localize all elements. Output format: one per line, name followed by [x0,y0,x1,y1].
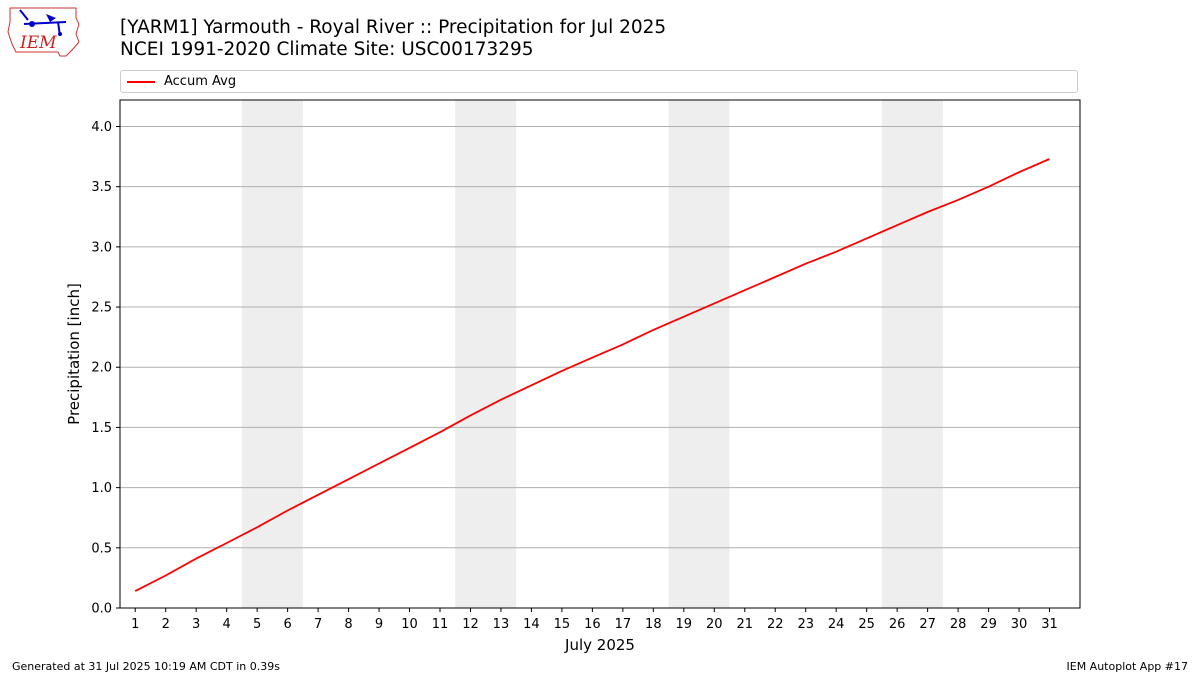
y-tick-label: 3.5 [91,180,112,195]
x-tick-label: 16 [584,617,601,632]
x-tick-label: 30 [1011,617,1028,632]
y-tick-label: 3.0 [91,240,112,255]
x-tick-label: 19 [676,617,693,632]
x-tick-label: 23 [797,617,814,632]
weekend-band-4 [881,100,943,608]
x-tick-label: 26 [889,617,906,632]
x-axis-label: July 2025 [564,636,635,654]
x-tick-label: 8 [344,617,352,632]
x-tick-label: 10 [401,617,418,632]
x-tick-label: 31 [1041,617,1058,632]
chart-subtitle: NCEI 1991-2020 Climate Site: USC00173295 [120,39,534,60]
x-tick-label: 6 [283,617,291,632]
legend: Accum Avg [120,70,1078,93]
x-tick-label: 28 [950,617,967,632]
x-tick-label: 5 [253,617,261,632]
x-tick-label: 11 [432,617,449,632]
y-tick-label: 0.0 [91,602,112,617]
plot-frame [119,99,1081,609]
y-tick-label: 2.0 [91,361,112,376]
logo-text: IEM [19,33,57,53]
x-tick-label: 3 [192,617,200,632]
y-tick-label: 1.5 [91,421,112,436]
x-tick-label: 14 [523,617,540,632]
x-tick-label: 9 [375,617,383,632]
x-tick-label: 15 [554,617,571,632]
series-line-accum-avg [134,158,1050,592]
x-tick-label: 1 [131,617,139,632]
x-tick-label: 25 [858,617,875,632]
legend-swatch-accum-avg [127,81,155,83]
y-tick-label: 2.5 [91,301,112,316]
x-tick-label: 27 [919,617,936,632]
weekend-band-1 [241,100,303,608]
footer-generated-text: Generated at 31 Jul 2025 10:19 AM CDT in… [12,660,280,673]
x-tick-label: 13 [493,617,510,632]
weekend-band-3 [668,100,730,608]
chart-title: [YARM1] Yarmouth - Royal River :: Precip… [120,17,667,38]
x-tick-label: 18 [645,617,662,632]
x-tick-label: 24 [828,617,845,632]
y-tick-label: 4.0 [91,120,112,135]
x-tick-label: 17 [615,617,632,632]
footer-app-label: IEM Autoplot App #17 [1066,660,1189,673]
iem-logo: IEM [7,7,80,57]
y-tick-label: 0.5 [91,541,112,556]
y-tick-label: 1.0 [91,481,112,496]
x-tick-label: 21 [736,617,753,632]
x-tick-label: 4 [223,617,231,632]
x-tick-label: 12 [462,617,479,632]
weekend-band-2 [455,100,517,608]
y-axis-label: Precipitation [inch] [65,283,83,425]
x-tick-label: 20 [706,617,723,632]
x-tick-label: 29 [980,617,997,632]
x-tick-label: 22 [767,617,784,632]
x-tick-label: 7 [314,617,322,632]
x-tick-label: 2 [162,617,170,632]
legend-label-accum-avg: Accum Avg [164,74,237,89]
